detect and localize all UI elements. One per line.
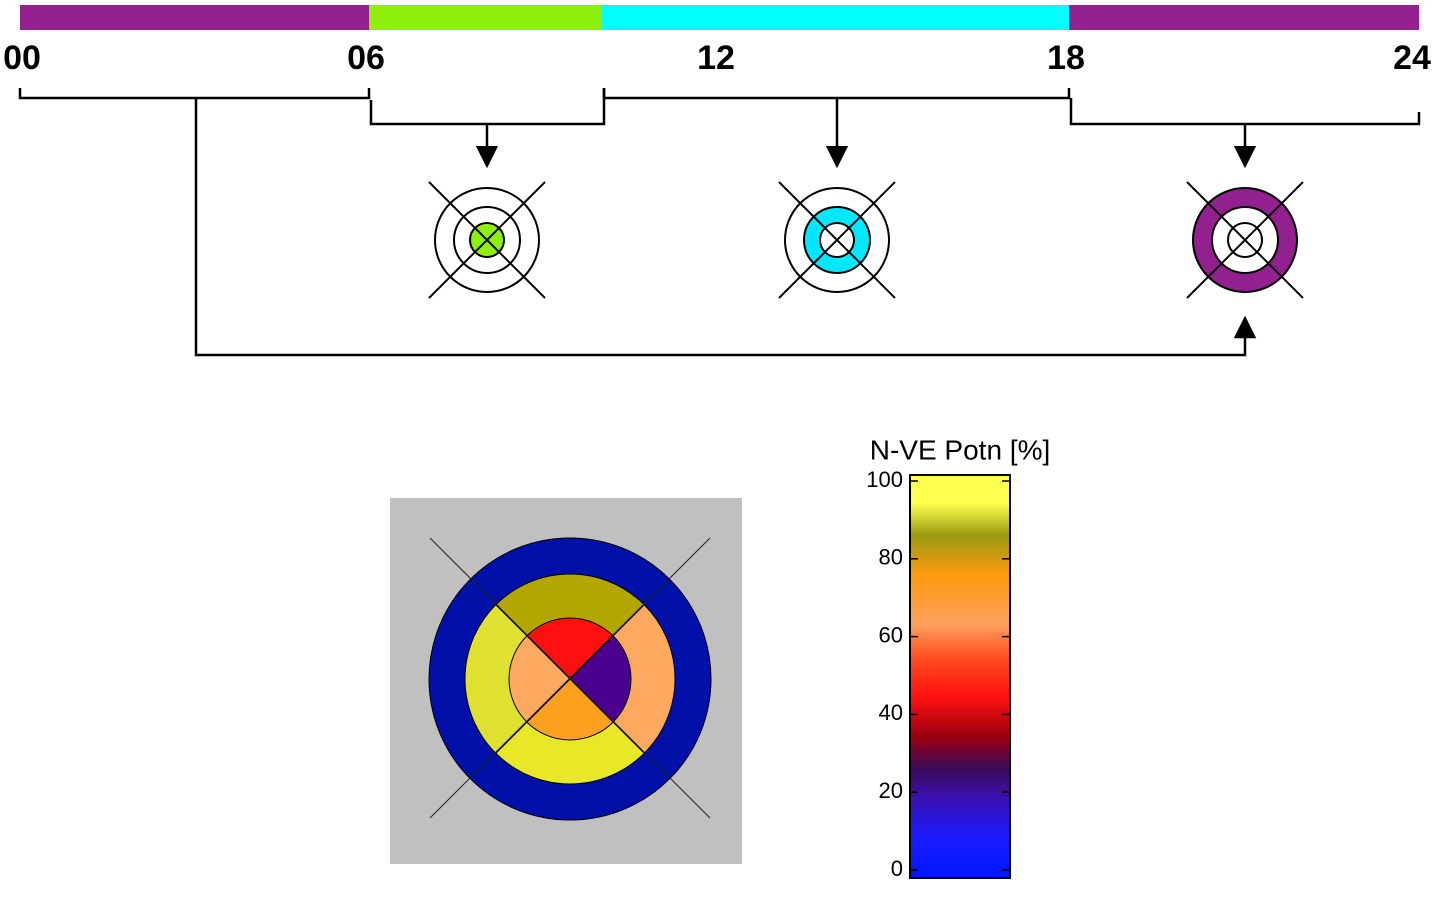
colorbar-tick-label: 20 — [879, 778, 903, 803]
time-label: 06 — [347, 39, 385, 77]
colorbar-tick-label: 40 — [879, 700, 903, 725]
time-label: 00 — [3, 39, 41, 77]
target-cyan — [778, 181, 896, 299]
time-bar — [20, 5, 1419, 30]
time-label: 12 — [697, 39, 735, 77]
target-purple — [1186, 181, 1304, 299]
time-label: 24 — [1393, 39, 1431, 77]
colorbar-title: N-VE Potn [%] — [870, 434, 1051, 465]
colorbar-tick-label: 60 — [879, 622, 903, 647]
target-green — [428, 181, 546, 299]
colorbar-tick-label: 100 — [866, 467, 903, 492]
colorbar-tick-label: 80 — [879, 545, 903, 570]
time-label: 18 — [1047, 39, 1085, 77]
brackets — [18, 88, 1421, 357]
colorbar — [909, 474, 1011, 879]
target-map — [390, 498, 742, 864]
colorbar-tick-label: 0 — [891, 856, 903, 881]
colorbar-ticks: 0 20 40 60 80 100 — [866, 467, 1010, 881]
